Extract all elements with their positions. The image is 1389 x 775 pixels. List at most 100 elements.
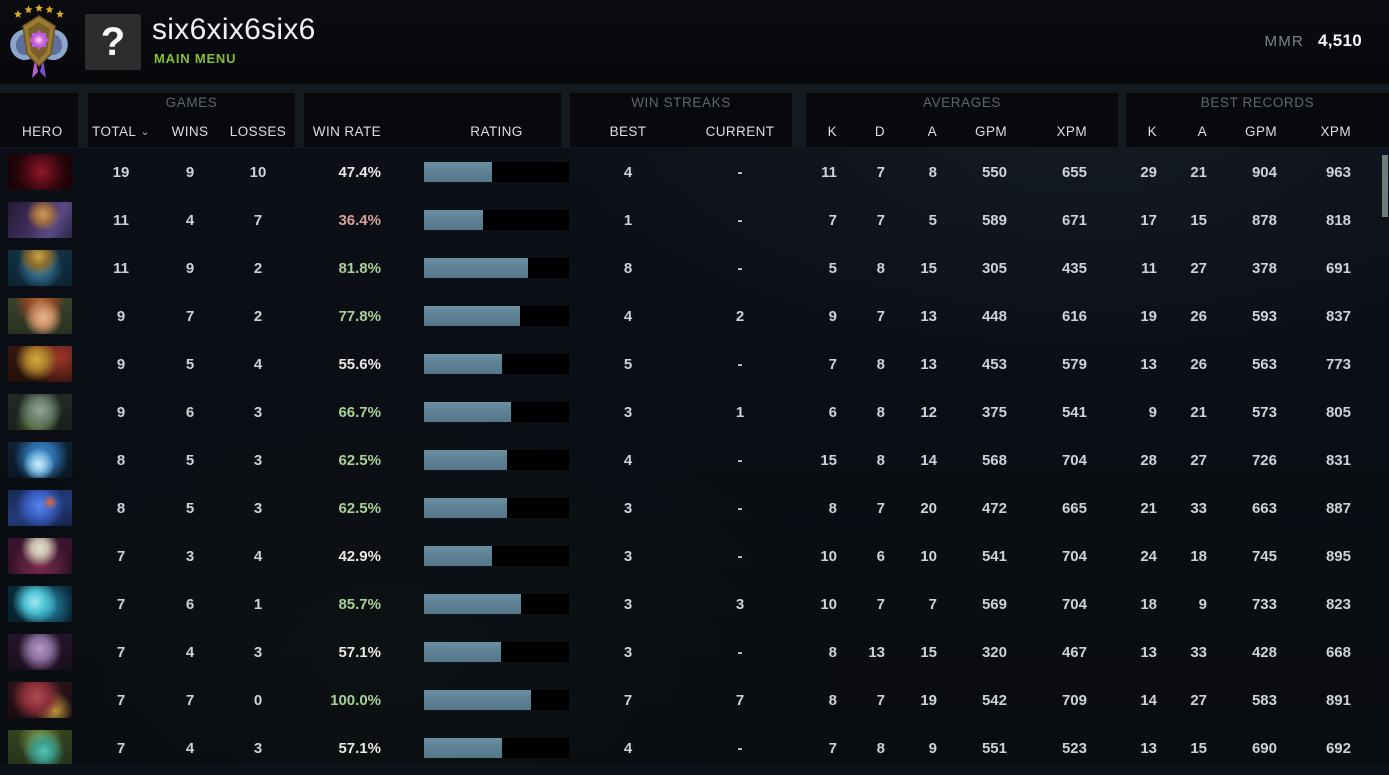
best-assists-cell: 27 [1190, 259, 1207, 277]
best-gpm-cell: 573 [1251, 403, 1277, 421]
best-gpm-cell: 583 [1251, 691, 1277, 709]
avg-xpm-cell: 655 [1061, 163, 1087, 181]
rating-cell [424, 546, 569, 566]
avg-assists-cell: 13 [920, 355, 937, 373]
col-header-best-xpm[interactable]: XPM [1320, 124, 1351, 139]
col-header-best-kills[interactable]: K [1147, 124, 1157, 139]
col-header-wins[interactable]: WINS [171, 124, 209, 139]
mmr-block: MMR 4,510 [1265, 31, 1362, 51]
avg-deaths-cell: 8 [876, 403, 885, 421]
col-header-losses[interactable]: LOSSES [229, 124, 287, 139]
header-panel-hero [0, 93, 78, 147]
wins-cell: 4 [185, 643, 195, 661]
best-assists-cell: 18 [1190, 547, 1207, 565]
avg-kills-cell: 7 [828, 211, 837, 229]
best-gpm-cell: 663 [1251, 499, 1277, 517]
avg-gpm-cell: 550 [981, 163, 1007, 181]
player-name: six6xix6six6 [152, 13, 316, 46]
current-streak-cell: - [737, 355, 743, 373]
rating-cell [424, 306, 569, 326]
rating-bar-track [424, 738, 569, 758]
total-games-cell: 9 [116, 355, 126, 373]
current-streak-cell: 7 [735, 691, 745, 709]
avg-xpm-cell: 467 [1061, 643, 1087, 661]
best-gpm-cell: 733 [1251, 595, 1277, 613]
header-panel-bestrecords [1126, 93, 1389, 147]
current-streak-cell: - [737, 739, 743, 757]
avg-kills-cell: 8 [828, 643, 837, 661]
col-header-avg-assists[interactable]: A [927, 124, 937, 139]
best-xpm-cell: 805 [1325, 403, 1351, 421]
table-row-puck[interactable]: 8 5 3 62.5% 3 - 8 7 20 472 665 21 33 663 887 [0, 484, 1389, 532]
total-games-cell: 9 [116, 307, 126, 325]
avg-assists-cell: 13 [920, 307, 937, 325]
table-row-pangolier[interactable]: 7 7 0 100.0% 7 7 8 7 19 542 709 14 27 583 891 [0, 676, 1389, 724]
table-row-morphling[interactable]: 7 6 1 85.7% 3 3 10 7 7 569 704 18 9 733 823 [0, 580, 1389, 628]
table-row-windranger[interactable]: 9 7 2 77.8% 4 2 9 7 13 448 616 19 26 593 837 [0, 292, 1389, 340]
hero-cell [0, 394, 88, 430]
total-games-cell: 19 [112, 163, 130, 181]
rating-bar-fill [424, 738, 503, 758]
col-header-best-streak[interactable]: BEST [609, 124, 647, 139]
rating-bar-fill [424, 642, 501, 662]
avg-xpm-cell: 541 [1061, 403, 1087, 421]
rating-bar-fill [424, 354, 503, 374]
total-games-cell: 7 [116, 643, 126, 661]
scrollbar-thumb[interactable] [1382, 155, 1388, 217]
table-row-invoker[interactable]: 7 3 4 42.9% 3 - 10 6 10 541 704 24 18 745 895 [0, 532, 1389, 580]
wins-cell: 6 [185, 595, 195, 613]
hero-cell [0, 202, 88, 238]
rating-bar-fill [424, 594, 522, 614]
hero-cell [0, 682, 88, 718]
rating-cell [424, 498, 569, 518]
win-rate-cell: 57.1% [338, 739, 381, 757]
col-header-win-rate[interactable]: WIN RATE [312, 124, 381, 139]
col-header-total[interactable]: TOTAL ⌄ [92, 124, 150, 139]
avg-kills-cell: 8 [828, 691, 837, 709]
best-gpm-cell: 878 [1251, 211, 1277, 229]
avg-deaths-cell: 7 [876, 211, 885, 229]
losses-cell: 3 [253, 643, 263, 661]
avg-kills-cell: 5 [828, 259, 837, 277]
wins-cell: 6 [185, 403, 195, 421]
table-row-naga-siren[interactable]: 11 9 2 81.8% 8 - 5 8 15 305 435 11 27 378 691 [0, 244, 1389, 292]
best-xpm-cell: 823 [1325, 595, 1351, 613]
col-header-current-streak[interactable]: CURRENT [705, 124, 775, 139]
table-row-storm-spirit[interactable]: 8 5 3 62.5% 4 - 15 8 14 568 704 28 27 726 831 [0, 436, 1389, 484]
best-assists-cell: 15 [1190, 211, 1207, 229]
shadow-fiend-portrait-icon [8, 154, 72, 190]
win-rate-cell: 42.9% [338, 547, 381, 565]
col-header-avg-deaths[interactable]: D [874, 124, 885, 139]
col-header-avg-gpm[interactable]: GPM [975, 124, 1007, 139]
avg-kills-cell: 8 [828, 499, 837, 517]
top-bar: ? six6xix6six6 MAIN MENU MMR 4,510 [0, 0, 1389, 84]
rating-bar-fill [424, 450, 507, 470]
table-row-shadow-fiend[interactable]: 19 9 10 47.4% 4 - 11 7 8 550 655 29 21 904 963 [0, 148, 1389, 196]
col-header-avg-kills[interactable]: K [827, 124, 837, 139]
win-rate-cell: 62.5% [338, 499, 381, 517]
col-header-best-gpm[interactable]: GPM [1245, 124, 1277, 139]
best-kills-cell: 28 [1140, 451, 1157, 469]
best-streak-cell: 4 [623, 451, 633, 469]
table-row-anti-mage[interactable]: 11 4 7 36.4% 1 - 7 7 5 589 671 17 15 878 818 [0, 196, 1389, 244]
hero-cell [0, 442, 88, 478]
avg-kills-cell: 10 [820, 547, 837, 565]
table-row-legion-commander[interactable]: 9 5 4 55.6% 5 - 7 8 13 453 579 13 26 563 773 [0, 340, 1389, 388]
col-header-avg-xpm[interactable]: XPM [1056, 124, 1087, 139]
col-header-best-assists[interactable]: A [1197, 124, 1207, 139]
table-row-tiny[interactable]: 9 6 3 66.7% 3 1 6 8 12 375 541 9 21 573 805 [0, 388, 1389, 436]
best-kills-cell: 21 [1140, 499, 1157, 517]
main-menu-link[interactable]: MAIN MENU [154, 51, 237, 66]
losses-cell: 2 [253, 307, 263, 325]
table-row-dazzle[interactable]: 7 4 3 57.1% 3 - 8 13 15 320 467 13 33 428 668 [0, 628, 1389, 676]
best-kills-cell: 29 [1140, 163, 1157, 181]
avg-kills-cell: 6 [828, 403, 837, 421]
rating-cell [424, 354, 569, 374]
win-rate-cell: 36.4% [338, 211, 381, 229]
avatar-placeholder[interactable]: ? [85, 14, 141, 70]
col-header-rating[interactable]: RATING [470, 124, 523, 139]
best-gpm-cell: 904 [1251, 163, 1277, 181]
best-xpm-cell: 773 [1325, 355, 1351, 373]
table-row-natures-prophet[interactable]: 7 4 3 57.1% 4 - 7 8 9 551 523 13 15 690 692 [0, 724, 1389, 772]
